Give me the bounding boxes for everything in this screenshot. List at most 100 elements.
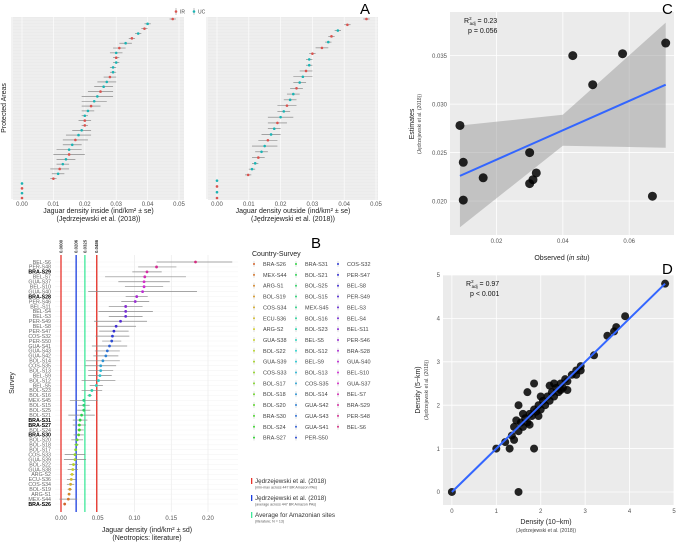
legend-label: BRA-S29	[347, 403, 370, 409]
data-point-ir	[52, 177, 55, 180]
y-tick-label: BOL-S22	[29, 462, 51, 468]
reference-line-label: 0.0325	[82, 239, 87, 253]
y-tick-label: BEL-S11	[30, 304, 51, 310]
x-tick-label: 0.03	[110, 202, 122, 208]
legend-label: PER-S46	[347, 338, 370, 344]
y-axis-subtitle: (Jędrzejewski et al. (2018))	[417, 94, 423, 154]
legend-line-icon	[251, 495, 253, 501]
legend-point-icon	[253, 360, 255, 363]
data-point-ir	[20, 196, 24, 200]
p-value-annotation: p = 0.056	[468, 28, 497, 35]
x-tick-label: 0.02	[79, 202, 91, 208]
data-point-uc	[288, 98, 292, 102]
y-tick-label: 0.035	[432, 54, 448, 60]
legend-point-icon	[295, 382, 297, 385]
y-tick-label: ARG-S2	[31, 472, 51, 478]
y-tick-label: GUA-S43	[28, 349, 51, 355]
legend-label: BEL-S8	[347, 284, 366, 290]
legend-point-icon-uc	[192, 10, 196, 13]
legend-point-icon	[337, 328, 339, 331]
y-tick-label: BEL-S10	[30, 285, 51, 291]
panel-c: 0.02 0.04 0.06 0.020 0.025 0.030 0.035 R2 adj = …	[409, 12, 674, 262]
legend-point-icon	[295, 306, 297, 309]
legend-point-icon	[337, 349, 339, 352]
data-point-ir	[171, 17, 175, 21]
data-point-uc	[272, 127, 276, 131]
legend-label: BEL-S11	[347, 327, 369, 333]
panel-label-b: B	[311, 235, 321, 252]
data-point	[523, 388, 532, 397]
legend-label: BOL-S24	[263, 425, 286, 431]
legend-label: COS-S33	[263, 371, 287, 377]
y-tick-label: BRA-S28	[28, 294, 51, 300]
data-point-ir	[266, 138, 270, 142]
data-point	[114, 324, 118, 328]
legend-label: BOL-S19	[263, 295, 286, 301]
data-point	[73, 458, 77, 461]
data-point	[119, 319, 122, 323]
legend-point-icon	[253, 317, 255, 320]
data-point-uc	[111, 66, 115, 69]
y-tick-label: BEL-S3	[33, 314, 51, 320]
data-point	[78, 418, 82, 422]
legend-point-icon	[253, 263, 255, 265]
data-point	[501, 438, 510, 447]
legend-label: GUA-S39	[263, 360, 287, 366]
legend-line-sublabel: (literature; N = 13)	[255, 520, 284, 524]
plot-background	[208, 17, 378, 200]
legend-label-uc: UC	[198, 10, 206, 16]
y-tick-label: BOL-S19	[29, 487, 51, 493]
data-point	[98, 374, 102, 378]
y-tick-label: COS-S32	[28, 334, 51, 340]
x-tick-label: 0.02	[491, 239, 503, 245]
x-tick-label: 0.15	[165, 516, 177, 522]
data-point-uc	[20, 191, 24, 195]
y-tick-label: BEL-S8	[33, 324, 51, 330]
y-tick-label: BRA-S26	[28, 502, 51, 508]
y-tick-label: BRA-S30	[28, 433, 51, 439]
data-point-uc	[77, 133, 80, 137]
legend-label: GUA-S38	[263, 338, 287, 344]
data-point	[525, 420, 534, 429]
legend-line-label: Jędrzejewski et al. (2018)	[255, 495, 326, 502]
data-point-ir	[246, 173, 250, 177]
legend-point-icon	[253, 295, 255, 298]
data-point-ir	[276, 121, 279, 125]
reference-line-label: 0.0206	[74, 239, 79, 253]
data-point	[75, 438, 79, 442]
data-point-uc	[86, 109, 90, 113]
data-point	[110, 339, 114, 343]
legend-point-icon	[295, 425, 297, 428]
data-point-uc	[56, 172, 60, 176]
legend-line-sublabel: (min-max across 447 BR Amazon PAs)	[255, 486, 317, 490]
data-point	[108, 344, 111, 348]
legend-label: BOL-S18	[263, 392, 286, 398]
y-tick-label: 4	[437, 317, 441, 323]
data-point-ir	[20, 187, 24, 190]
legend-label: BOL-S12	[305, 349, 328, 355]
y-tick-label: COS-S35	[28, 364, 51, 370]
y-tick-label: GUA-S42	[28, 354, 51, 360]
legend-point-icon	[295, 393, 297, 396]
data-point	[74, 448, 78, 452]
legend-point-icon	[253, 371, 255, 374]
y-tick-label: 0.030	[432, 102, 448, 108]
data-point	[68, 487, 72, 491]
legend-point-icon	[337, 284, 339, 287]
legend-point-icon	[337, 263, 339, 265]
data-point-uc	[67, 148, 71, 151]
legend-point-icon	[337, 306, 339, 309]
data-point	[77, 423, 81, 427]
p-value-annotation: p < 0.001	[470, 291, 499, 298]
data-point-ir	[67, 153, 71, 156]
data-point-ir	[143, 27, 146, 30]
data-point	[455, 120, 465, 130]
legend-point-icon	[295, 360, 297, 363]
y-tick-label: BOL-S14	[29, 359, 51, 365]
data-point	[105, 349, 109, 353]
legend-label: COS-S32	[347, 262, 371, 268]
data-point-uc	[146, 22, 149, 26]
y-tick-label: PER-S50	[29, 339, 51, 345]
data-point-uc	[96, 95, 99, 98]
data-point-uc	[292, 92, 295, 96]
